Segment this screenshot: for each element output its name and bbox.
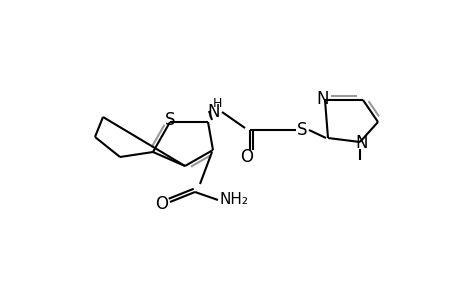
Text: O: O [155, 195, 168, 213]
Text: N: N [355, 134, 368, 152]
Text: S: S [164, 111, 175, 129]
Text: NH₂: NH₂ [219, 193, 248, 208]
Text: H: H [212, 97, 221, 110]
Text: N: N [207, 103, 220, 121]
Text: O: O [240, 148, 253, 166]
Text: N: N [316, 90, 329, 108]
Text: S: S [296, 121, 307, 139]
